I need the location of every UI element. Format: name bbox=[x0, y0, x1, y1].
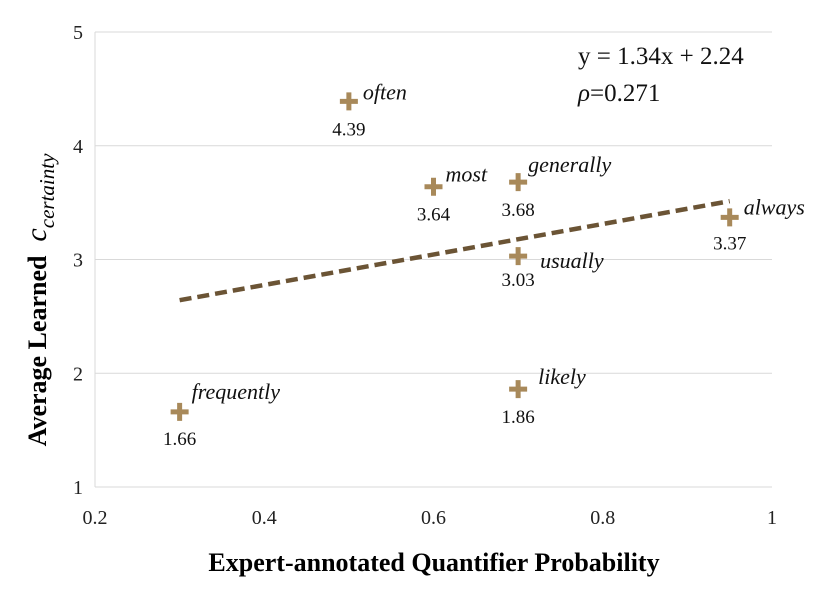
x-tick-label: 0.8 bbox=[590, 507, 615, 529]
point-name-label: frequently bbox=[192, 379, 281, 404]
correlation-annotation: ρ=0.271 bbox=[577, 80, 660, 107]
equation-annotation: y = 1.34x + 2.24 bbox=[578, 43, 744, 70]
data-point-frequently: frequently 1.66 bbox=[163, 379, 280, 450]
x-tick-label: 0.4 bbox=[252, 507, 277, 529]
points-layer: often 4.39 most 3.64 generally 3.68 always 3.37… bbox=[163, 79, 805, 450]
x-tick-label: 0.6 bbox=[421, 507, 446, 529]
point-value-label: 1.86 bbox=[502, 407, 535, 428]
point-value-label: 3.64 bbox=[417, 205, 451, 226]
point-value-label: 3.68 bbox=[502, 200, 535, 221]
x-axis-label: Expert-annotated Quantifier Probability bbox=[208, 548, 659, 577]
plus-marker bbox=[509, 247, 528, 266]
point-value-label: 4.39 bbox=[332, 119, 365, 140]
plus-marker bbox=[170, 402, 189, 421]
point-name-label: generally bbox=[528, 152, 611, 177]
plus-marker bbox=[509, 380, 528, 399]
point-name-label: often bbox=[363, 79, 407, 104]
tick-labels: 1 2 3 4 5 0.2 0.4 0.6 0.8 1 bbox=[73, 22, 777, 529]
point-value-label: 3.03 bbox=[502, 270, 535, 291]
y-tick-label: 3 bbox=[73, 250, 83, 272]
point-name-label: most bbox=[446, 162, 488, 187]
data-point-often: often 4.39 bbox=[332, 79, 407, 140]
data-point-generally: generally 3.68 bbox=[502, 152, 612, 221]
grid-layer bbox=[94, 31, 772, 488]
trendline-layer bbox=[179, 198, 731, 303]
trendline bbox=[179, 198, 731, 303]
y-axis-label: Average Learned ccertainty bbox=[20, 153, 59, 447]
data-point-always: always 3.37 bbox=[713, 194, 805, 254]
point-name-label: likely bbox=[538, 364, 586, 389]
x-tick-label: 0.2 bbox=[83, 507, 108, 529]
y-tick-label: 1 bbox=[73, 477, 83, 499]
point-value-label: 1.66 bbox=[163, 429, 196, 450]
y-axis-label-symbol: c bbox=[20, 228, 53, 241]
y-tick-label: 4 bbox=[73, 136, 83, 158]
data-point-most: most 3.64 bbox=[417, 162, 488, 226]
plus-marker bbox=[339, 92, 358, 111]
rho-value: =0.271 bbox=[590, 80, 660, 107]
plus-marker bbox=[720, 208, 739, 227]
y-tick-label: 2 bbox=[73, 363, 83, 385]
rho-symbol: ρ bbox=[577, 80, 590, 107]
point-name-label: always bbox=[744, 194, 805, 219]
svg-text:Average Learnedccertainty: Average Learned ccertainty bbox=[20, 153, 59, 447]
y-axis-label-subscript: certainty bbox=[35, 153, 59, 228]
point-name-label: usually bbox=[540, 248, 604, 273]
plus-marker bbox=[424, 177, 443, 196]
y-tick-label: 5 bbox=[73, 22, 83, 44]
plus-marker bbox=[509, 173, 528, 192]
x-tick-label: 1 bbox=[767, 507, 777, 529]
point-value-label: 3.37 bbox=[713, 233, 746, 254]
y-axis-label-prefix: Average Learned bbox=[23, 255, 52, 446]
